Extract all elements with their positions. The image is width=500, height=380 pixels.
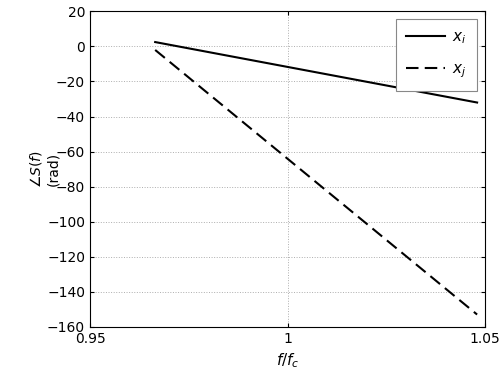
Y-axis label: $\angle S(f)$
(rad): $\angle S(f)$ (rad): [28, 150, 60, 188]
X-axis label: $f/f_c$: $f/f_c$: [276, 351, 299, 370]
Legend: $x_i$, $x_j$: $x_i$, $x_j$: [396, 19, 477, 91]
